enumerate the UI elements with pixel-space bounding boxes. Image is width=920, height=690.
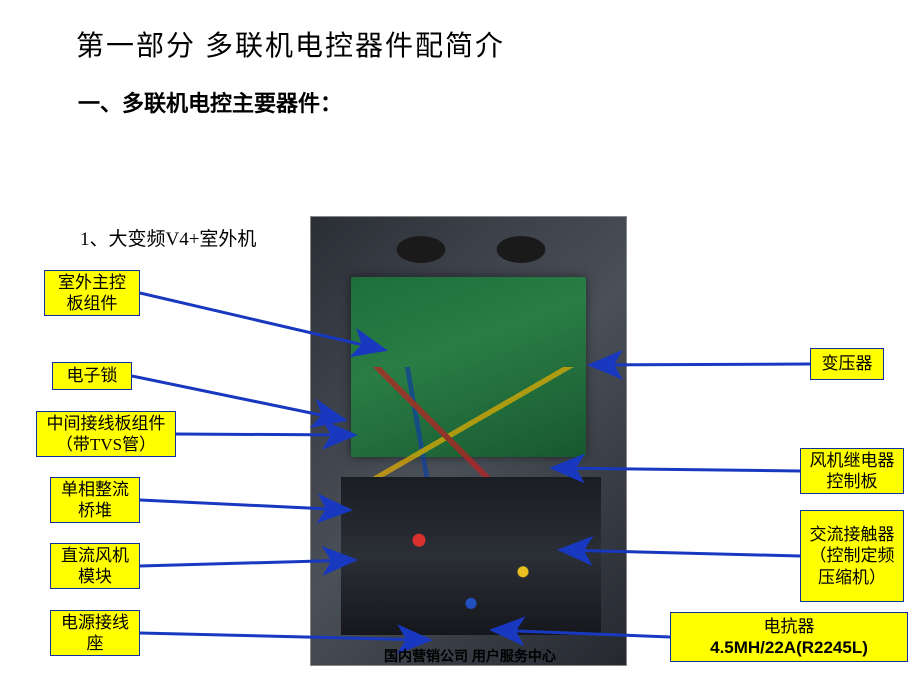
callout-bridge-rect: 单相整流桥堆 xyxy=(50,477,140,523)
callout-transformer: 变压器 xyxy=(810,348,884,380)
callout-ac-contactor: 交流接触器（控制定频压缩机） xyxy=(800,510,904,602)
footer-text: 国内营销公司 用户服务中心 xyxy=(300,646,640,666)
reactor-label-line1: 电抗器 xyxy=(764,616,815,637)
callout-dc-fan-module: 直流风机模块 xyxy=(50,543,140,589)
callout-mid-terminal: 中间接线板组件（带TVS管） xyxy=(36,411,176,457)
callout-power-terminal: 电源接线座 xyxy=(50,610,140,656)
photo-detail-wires xyxy=(361,367,581,547)
item-heading: 1、大变频V4+室外机 xyxy=(80,224,256,251)
page-title: 第一部分 多联机电控器件配简介 xyxy=(76,24,505,64)
reactor-label-line2: 4.5MH/22A(R2245L) xyxy=(710,637,868,658)
equipment-photo xyxy=(310,216,627,666)
callout-outdoor-main-board: 室外主控板组件 xyxy=(44,270,140,316)
callout-elec-lock: 电子锁 xyxy=(52,362,132,390)
callout-fan-relay: 风机继电器控制板 xyxy=(800,448,904,494)
callout-reactor: 电抗器 4.5MH/22A(R2245L) xyxy=(670,612,908,662)
section-subtitle: 一、多联机电控主要器件： xyxy=(78,86,342,118)
photo-detail-coils xyxy=(371,227,571,272)
